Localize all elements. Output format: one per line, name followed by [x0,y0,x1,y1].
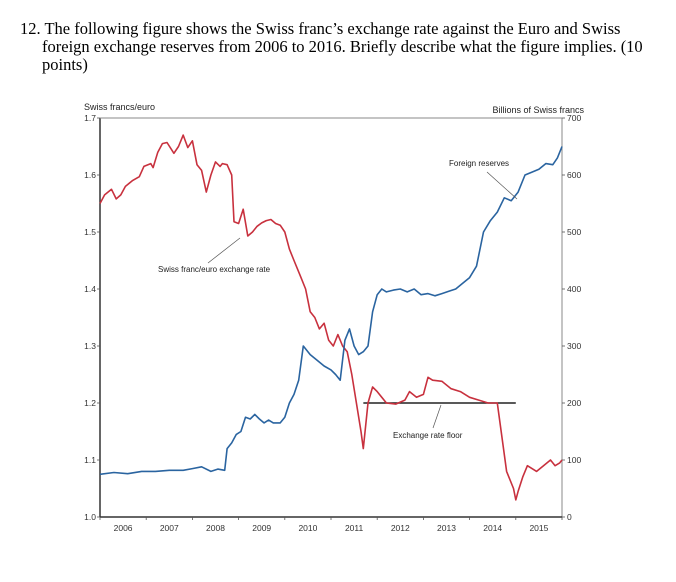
left-tick-label: 1.5 [84,227,96,237]
right-tick-label: 600 [567,170,581,180]
x-tick-label: 2014 [483,523,502,533]
question-line-1: 12. The following figure shows the Swiss… [20,19,621,38]
floor-annotation-leader [432,404,442,429]
annotations: Swiss franc/euro exchange rate Foreign re… [158,159,518,440]
right-tick-label: 700 [567,113,581,123]
x-tick-label: 2007 [160,523,179,533]
foreign-reserves-line [99,146,563,476]
right-axis-ticks: 0 100 200 300 400 500 600 700 [562,113,581,522]
left-tick-label: 1.2 [84,398,96,408]
right-tick-label: 400 [567,284,581,294]
floor-annotation: Exchange rate floor [393,431,463,440]
x-tick-label: 2012 [391,523,410,533]
exchange-rate-annotation-leader [207,237,241,264]
left-tick-label: 1.3 [84,341,96,351]
right-tick-label: 0 [567,512,572,522]
left-tick-label: 1.1 [84,455,96,465]
x-tick-label: 2009 [252,523,271,533]
x-tick-label: 2006 [114,523,133,533]
x-tick-label: 2013 [437,523,456,533]
exchange-rate-annotation: Swiss franc/euro exchange rate [158,265,271,274]
right-tick-label: 500 [567,227,581,237]
x-tick-label: 2011 [345,523,364,533]
left-tick-label: 1.7 [84,113,96,123]
reserves-annotation: Foreign reserves [449,159,509,168]
exchange-rate-line [99,134,563,501]
x-tick-label: 2015 [529,523,548,533]
right-tick-label: 300 [567,341,581,351]
x-tick-label: 2010 [298,523,317,533]
reserves-annotation-leader [486,171,518,200]
right-axis-label: Billions of Swiss francs [492,105,584,115]
question-line-2: foreign exchange reserves from 2006 to 2… [42,37,643,56]
question-line-3: points) [42,55,88,74]
left-tick-label: 1.0 [84,512,96,522]
left-axis-label: Swiss francs/euro [84,102,155,112]
question-text: 12. The following figure shows the Swiss… [20,20,670,74]
left-tick-label: 1.6 [84,170,96,180]
right-tick-label: 100 [567,455,581,465]
left-axis-ticks: 1.0 1.1 1.2 1.3 1.4 1.5 1.6 1.7 [84,113,100,522]
series-lines [99,134,563,501]
left-tick-label: 1.4 [84,284,96,294]
x-tick-label: 2008 [206,523,225,533]
plot-frame [99,117,563,518]
x-axis-ticks: 2006 2007 2008 2009 2010 2011 2012 2013 2014 2015 [99,517,563,533]
right-tick-label: 200 [567,398,581,408]
